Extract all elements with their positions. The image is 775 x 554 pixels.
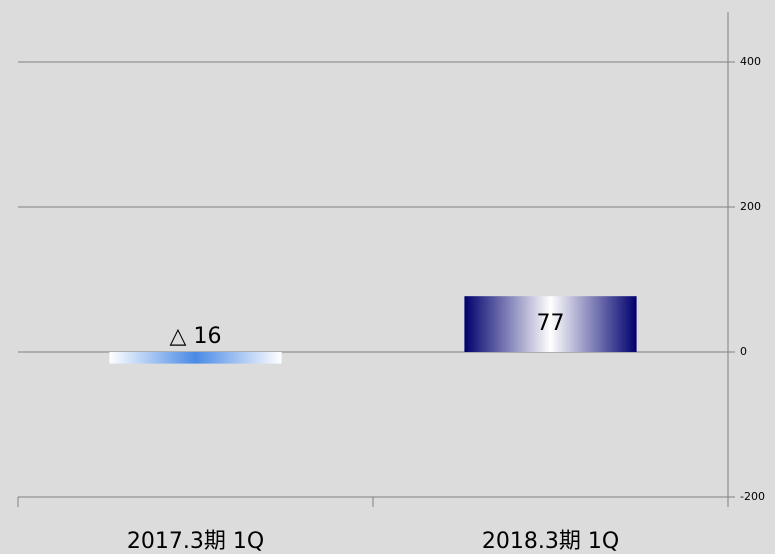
- y-tick-label: 200: [740, 200, 761, 213]
- x-tick-label: 2017.3期 1Q: [127, 529, 264, 554]
- bar: [464, 296, 637, 353]
- y-tick-label: 400: [740, 55, 761, 68]
- data-label: 77: [537, 311, 565, 336]
- x-tick-label: 2018.3期 1Q: [482, 529, 619, 554]
- bar: [109, 352, 282, 364]
- y-tick-label: -200: [740, 490, 765, 503]
- data-label: △ 16: [170, 324, 222, 349]
- y-tick-label: 0: [740, 345, 747, 358]
